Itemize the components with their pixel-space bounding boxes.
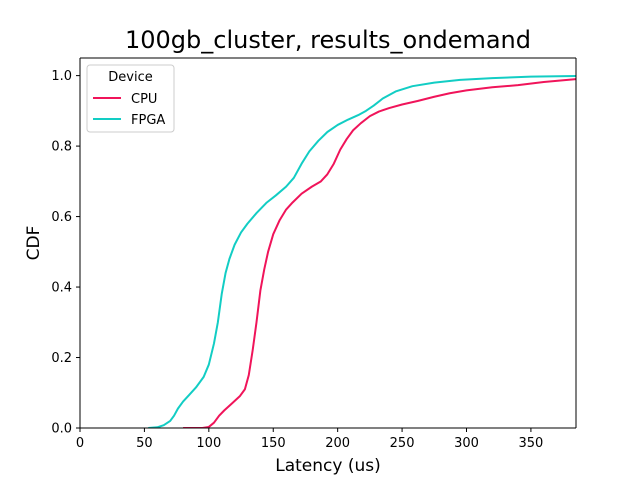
legend-label-cpu: CPU xyxy=(131,92,157,107)
series-layer xyxy=(148,74,576,428)
y-tick-label: 0.6 xyxy=(51,210,72,225)
x-axis-label: Latency (us) xyxy=(275,456,381,476)
series-line-cpu xyxy=(183,78,576,428)
legend-label-fpga: FPGA xyxy=(131,113,165,128)
x-tick-label: 350 xyxy=(518,436,543,451)
x-tick-label: 100 xyxy=(196,436,221,451)
y-axis-ticks: 0.0 0.2 0.4 0.6 0.8 1.0 xyxy=(51,69,80,437)
y-tick-label: 0.0 xyxy=(51,422,72,437)
chart-title: 100gb_cluster, results_ondemand xyxy=(125,26,531,54)
y-tick-label: 0.4 xyxy=(51,281,72,296)
x-tick-label: 250 xyxy=(390,436,415,451)
plot-frame xyxy=(79,57,577,429)
legend: Device CPU FPGA xyxy=(86,64,175,133)
x-tick-label: 150 xyxy=(261,436,286,451)
x-tick-label: 50 xyxy=(136,436,153,451)
series-line-fpga xyxy=(148,74,576,428)
x-axis-ticks: 0 50 100 150 200 250 300 350 xyxy=(76,428,543,451)
y-axis-label: CDF xyxy=(24,226,44,261)
y-tick-label: 0.2 xyxy=(51,351,72,366)
x-tick-label: 300 xyxy=(454,436,479,451)
y-tick-label: 1.0 xyxy=(51,69,72,84)
legend-box xyxy=(86,64,175,133)
x-tick-label: 200 xyxy=(325,436,350,451)
y-tick-label: 0.8 xyxy=(51,140,72,155)
x-tick-label: 0 xyxy=(76,436,84,451)
legend-title: Device xyxy=(108,70,152,85)
